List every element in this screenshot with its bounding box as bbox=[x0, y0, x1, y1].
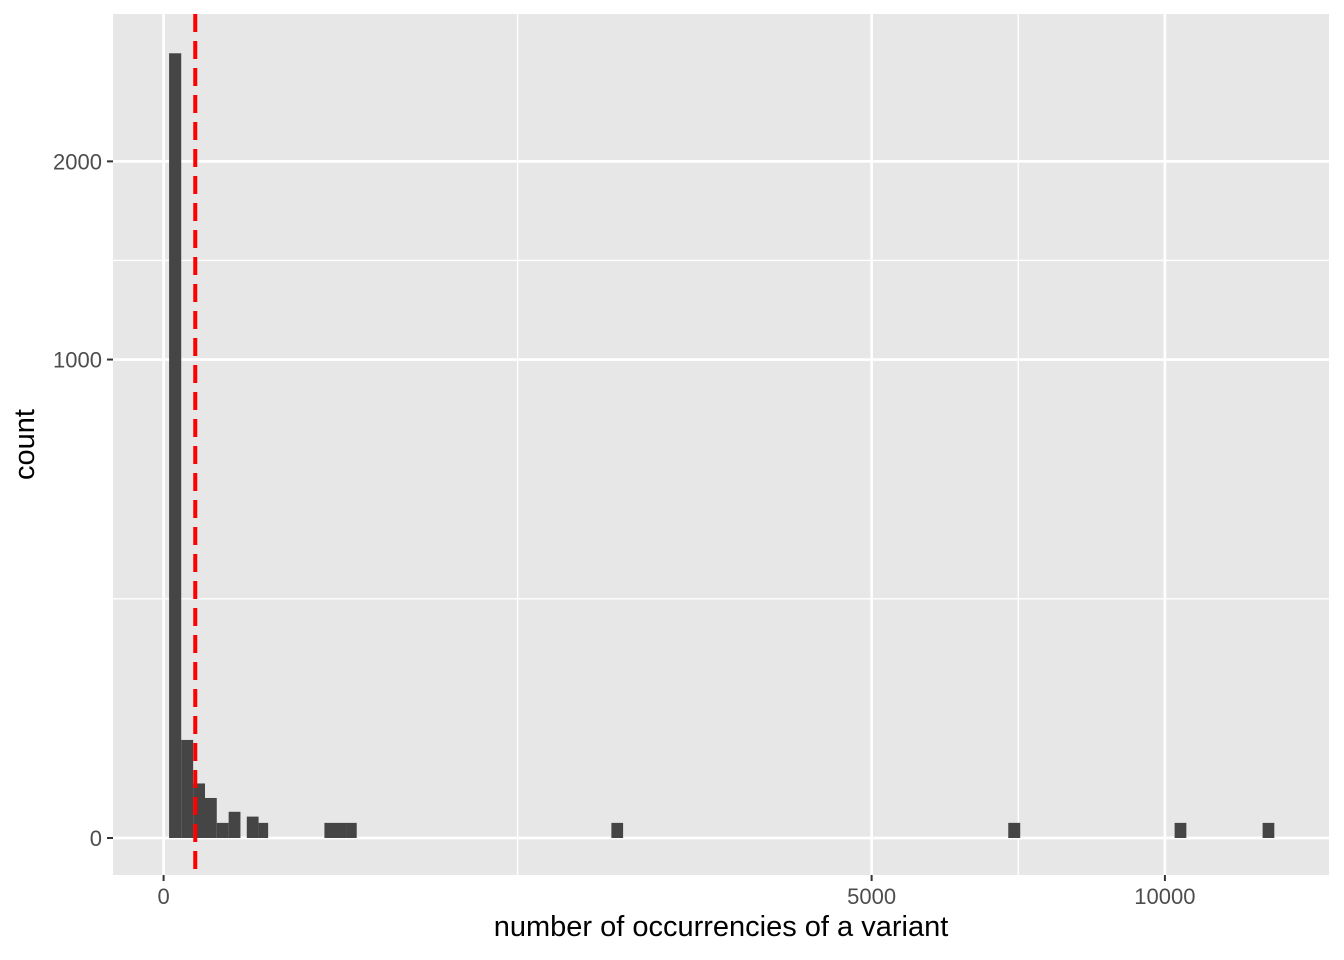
histogram-bar bbox=[258, 822, 269, 838]
histogram-bar bbox=[1008, 822, 1021, 838]
plot-panel bbox=[113, 14, 1329, 875]
histogram-bar bbox=[1174, 822, 1187, 838]
histogram-bar bbox=[334, 822, 347, 838]
x-tick-label: 0 bbox=[157, 884, 169, 909]
y-axis-title: count bbox=[9, 409, 41, 480]
x-tick-label: 5000 bbox=[847, 884, 896, 909]
histogram-bar bbox=[228, 811, 241, 838]
histogram-bar bbox=[216, 822, 229, 838]
x-tick-label: 10000 bbox=[1134, 884, 1195, 909]
histogram-bar bbox=[346, 822, 357, 838]
histogram-bar bbox=[169, 53, 182, 839]
histogram-bar bbox=[205, 797, 217, 838]
y-tick-label: 1000 bbox=[53, 348, 102, 373]
histogram-bar bbox=[1262, 822, 1275, 838]
histogram-bar bbox=[324, 822, 335, 838]
histogram-bar bbox=[193, 783, 206, 838]
y-tick-label: 2000 bbox=[53, 149, 102, 174]
histogram-bar bbox=[246, 816, 259, 838]
y-tick-label: 0 bbox=[90, 826, 102, 851]
histogram-bar bbox=[611, 822, 624, 838]
histogram-bar bbox=[181, 739, 194, 838]
x-axis-title: number of occurrencies of a variant bbox=[494, 911, 949, 943]
